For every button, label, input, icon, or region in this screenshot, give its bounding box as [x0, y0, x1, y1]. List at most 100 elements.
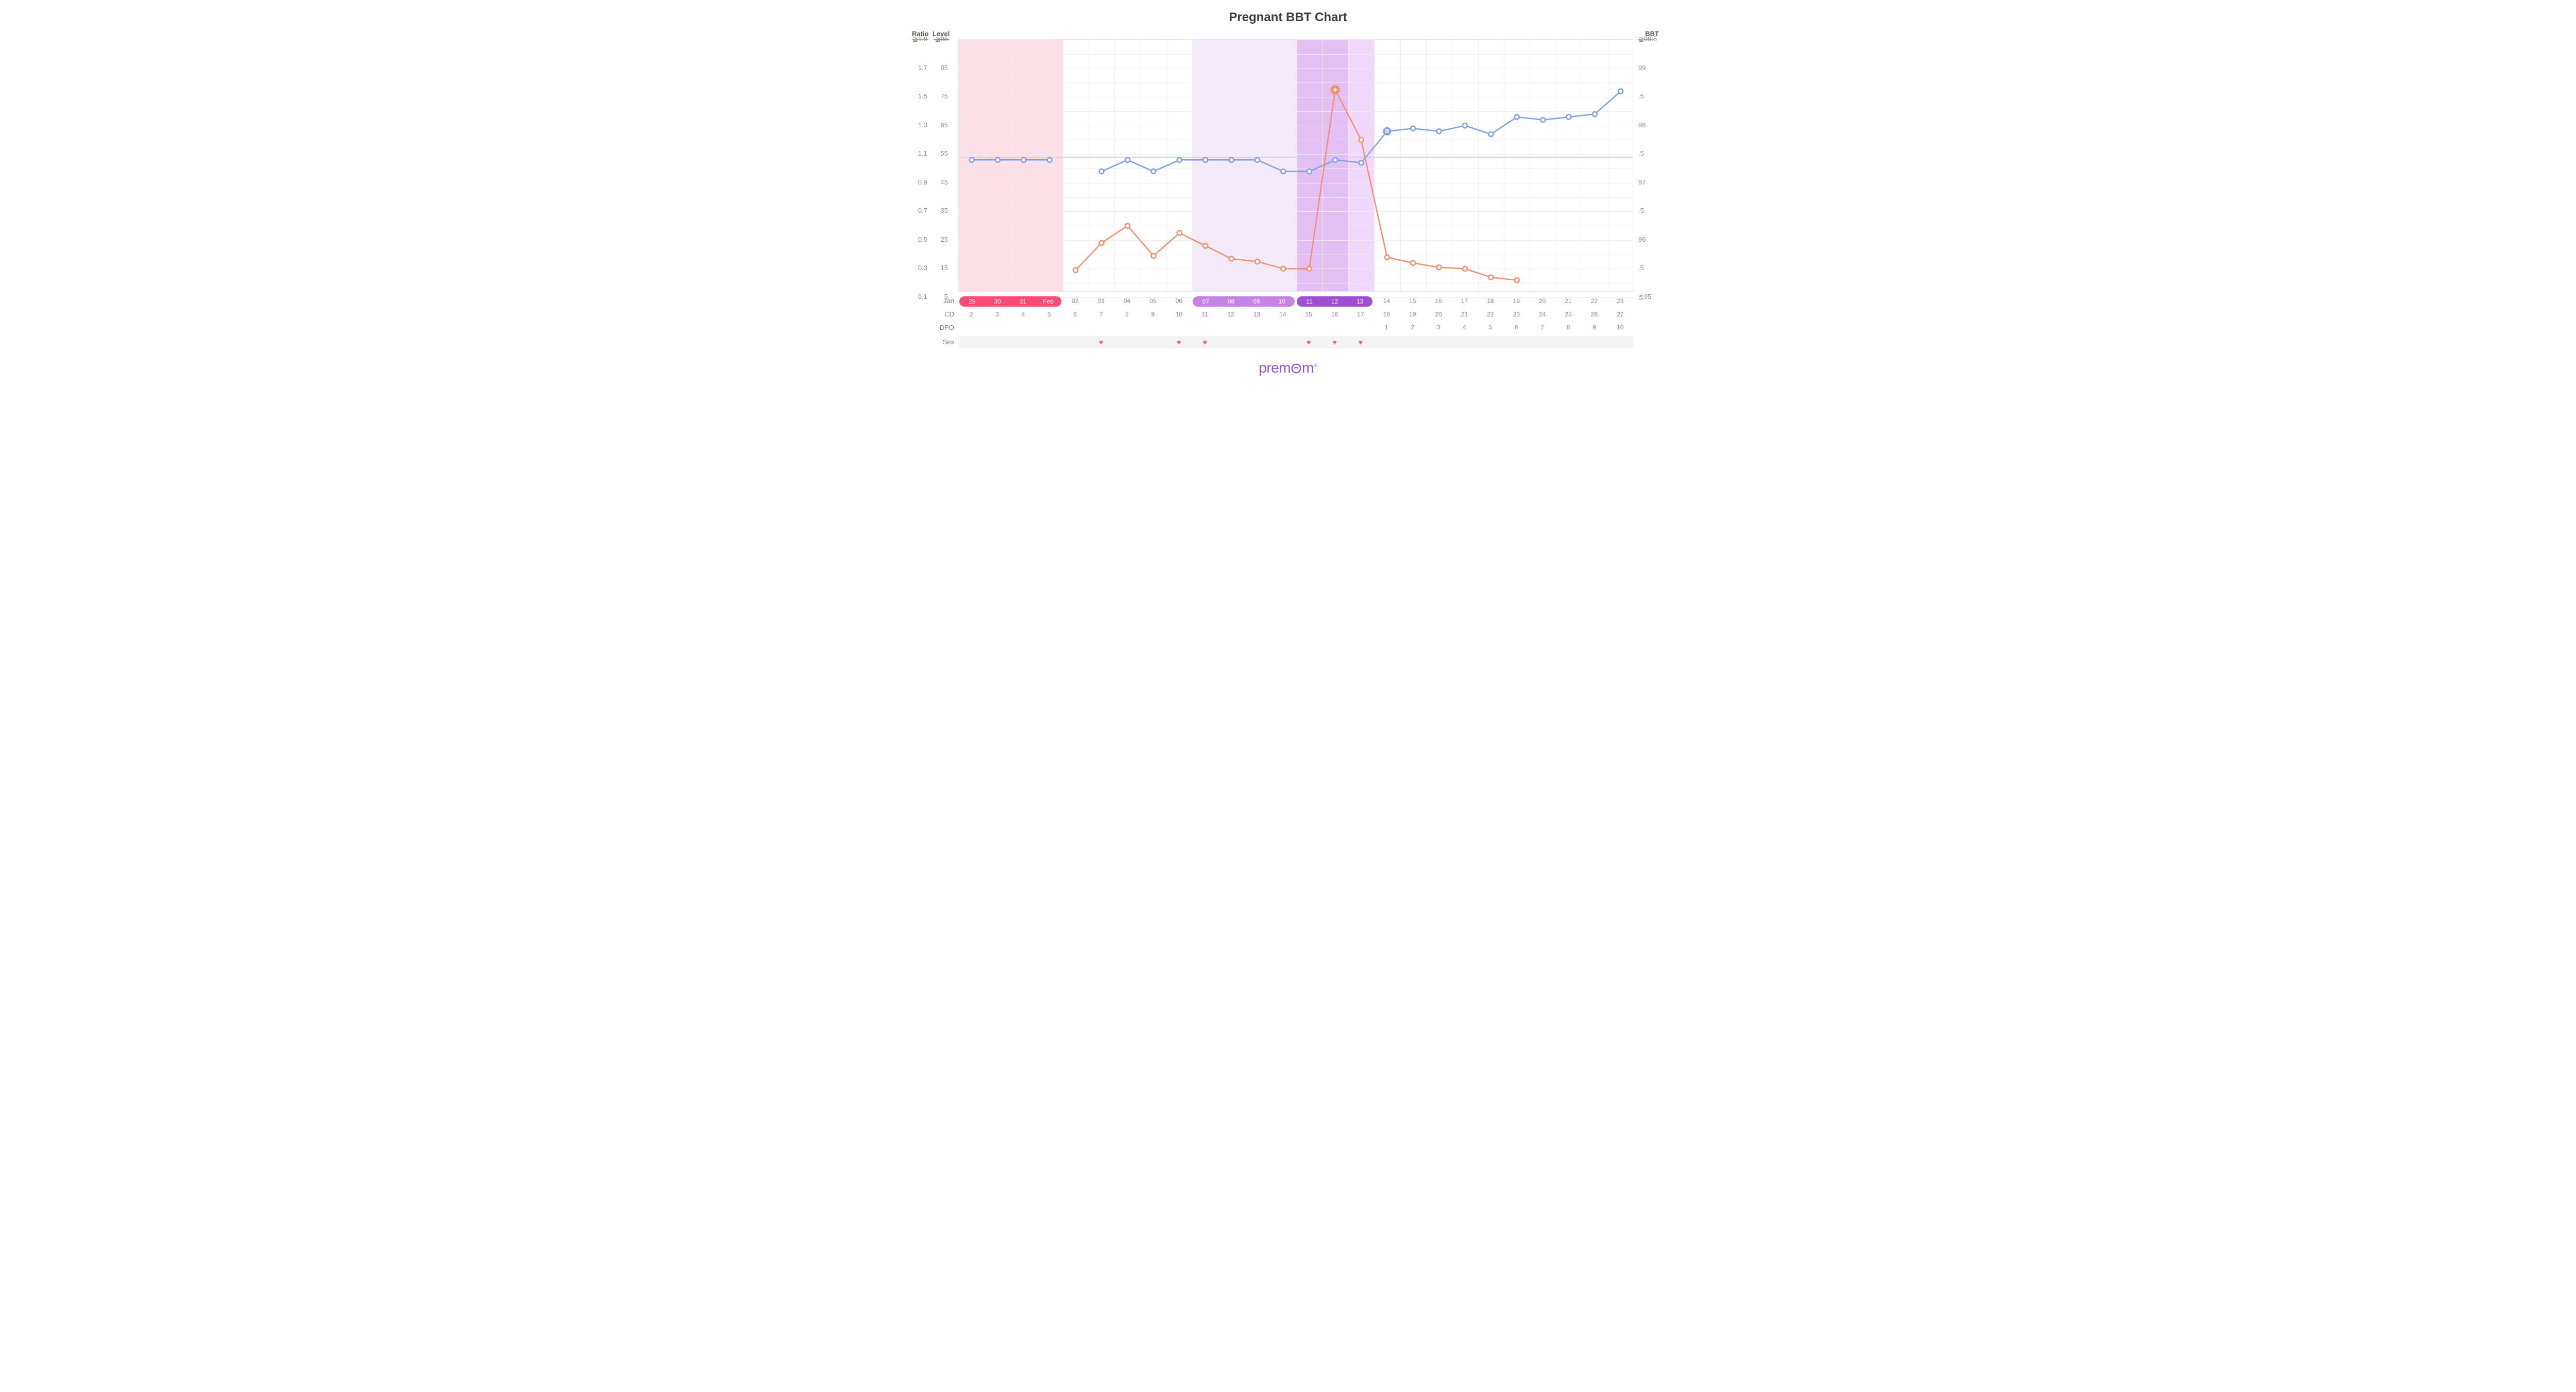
ratio-tick: 1.7: [912, 64, 927, 72]
cd-cell: 2: [958, 311, 984, 318]
cd-cell: 3: [984, 311, 1010, 318]
heart-icon: ♥: [1296, 338, 1321, 346]
ratio-marker: [1385, 255, 1389, 260]
logo-text: premm: [1259, 360, 1314, 376]
bbt-marker: [1177, 158, 1182, 162]
bbt-tick: 98: [1638, 121, 1664, 129]
cd-cell: 17: [1348, 311, 1374, 318]
cd-cell: 16: [1321, 311, 1347, 318]
heart-icon: ♥: [1166, 338, 1192, 346]
date-cell: 06: [1166, 297, 1192, 305]
cd-track-area: 2345678910111213141516171819202122232425…: [958, 309, 1633, 321]
cd-cell: 14: [1270, 311, 1296, 318]
phase-pill: 111213: [1297, 296, 1372, 307]
date-track-area: 293031Feb0708091011121302030405061415161…: [958, 296, 1633, 307]
bbt-marker: [1307, 169, 1312, 174]
heart-icon: ♥: [1321, 338, 1347, 346]
dpo-cell: 5: [1478, 324, 1503, 331]
level-tick: 25: [933, 236, 948, 243]
bbt-marker: [995, 158, 1000, 162]
cd-cell: 22: [1478, 311, 1503, 318]
ratio-tick: 1.5: [912, 92, 927, 100]
ratio-tick: 0.5: [912, 236, 927, 243]
chart-title: Pregnant BBT Chart: [5, 10, 2571, 25]
date-cell: 23: [1607, 297, 1633, 305]
ratio-tick: 1.1: [912, 149, 927, 157]
cd-cell: 26: [1581, 311, 1607, 318]
level-tick: 45: [933, 178, 948, 186]
level-tick: 75: [933, 92, 948, 100]
cd-cell: 11: [1192, 311, 1217, 318]
bbt-marker: [1333, 158, 1337, 162]
ratio-marker: [1463, 266, 1467, 271]
chart-container: Ratio Level BBT B ≧1.9≧95≧99.51.785991.5…: [912, 34, 1664, 292]
bbt-marker: [1125, 158, 1130, 162]
heart-icon: ♥: [1348, 338, 1374, 346]
bbt-tick: ≧99.5: [1638, 35, 1664, 43]
ratio-marker: [1307, 266, 1312, 271]
date-cell: 15: [1400, 297, 1426, 305]
cd-cell: 8: [1114, 311, 1140, 318]
date-cell: 03: [1088, 297, 1114, 305]
level-tick: 65: [933, 121, 948, 129]
bbt-marker: [970, 158, 974, 162]
cd-cell: 13: [1244, 311, 1269, 318]
dpo-cell: 4: [1451, 324, 1477, 331]
chart: B ≧1.9≧95≧99.51.785991.575.51.365981.155…: [912, 34, 1664, 292]
ratio-marker: [1515, 278, 1519, 282]
date-cell: 02: [1062, 297, 1088, 305]
level-tick: 55: [933, 149, 948, 157]
date-cell: 20: [1529, 297, 1555, 305]
plot-area: B: [958, 39, 1633, 292]
ratio-marker: [1099, 241, 1104, 245]
cd-cell: 23: [1503, 311, 1529, 318]
date-cell: 22: [1581, 297, 1607, 305]
sex-track-area: ♥♥♥♥♥♥: [958, 336, 1633, 348]
ratio-tick: 1.3: [912, 121, 927, 129]
bbt-marker: [1488, 132, 1493, 137]
bbt-marker: [1281, 169, 1285, 174]
cd-track: CD 2345678910111213141516171819202122232…: [912, 309, 1664, 321]
bbt-marker: [1411, 126, 1415, 131]
ratio-tick: ≧1.9: [912, 35, 927, 43]
cd-cell: 4: [1010, 311, 1036, 318]
cd-cell: 20: [1426, 311, 1451, 318]
dpo-cell: 2: [1400, 324, 1426, 331]
bbt-marker: [1618, 89, 1623, 94]
cd-cell: 5: [1036, 311, 1062, 318]
sex-label: Sex: [931, 338, 954, 346]
bbt-marker: [1567, 115, 1571, 120]
date-track: Jan 293031Feb070809101112130203040506141…: [912, 296, 1664, 307]
dpo-cell: 1: [1374, 324, 1399, 331]
ratio-tick: 0.9: [912, 178, 927, 186]
month-label: Jan: [931, 297, 954, 305]
plot-svg: B: [959, 40, 1633, 291]
sex-track: Sex ♥♥♥♥♥♥: [912, 336, 1664, 349]
phase-pill: 07080910: [1193, 296, 1295, 307]
cd-cell: 6: [1062, 311, 1088, 318]
tracks: Jan 293031Feb070809101112130203040506141…: [912, 296, 1664, 349]
dpo-track-area: 12345678910: [958, 323, 1633, 334]
cd-cell: 21: [1451, 311, 1477, 318]
bbt-line: [972, 91, 1621, 172]
cd-cell: 12: [1218, 311, 1244, 318]
dpo-cell: 3: [1426, 324, 1451, 331]
cd-cell: 18: [1374, 311, 1399, 318]
cd-cell: 7: [1088, 311, 1114, 318]
date-cell: 05: [1140, 297, 1166, 305]
date-cell: 17: [1451, 297, 1477, 305]
ratio-marker: [1151, 254, 1156, 258]
cd-cell: 27: [1607, 311, 1633, 318]
registered-icon: ®: [1314, 363, 1317, 369]
logo: premm®: [5, 360, 2571, 376]
bbt-marker: [1229, 158, 1234, 162]
ratio-marker: [1177, 231, 1182, 236]
cd-cell: 19: [1400, 311, 1426, 318]
cd-cell: 10: [1166, 311, 1192, 318]
cd-cell: 9: [1140, 311, 1166, 318]
date-cell: 19: [1503, 297, 1529, 305]
bbt-marker: [1203, 158, 1208, 162]
date-cell: 04: [1114, 297, 1140, 305]
heart-icon: ♥: [1192, 338, 1217, 346]
ratio-marker: [1359, 138, 1363, 142]
